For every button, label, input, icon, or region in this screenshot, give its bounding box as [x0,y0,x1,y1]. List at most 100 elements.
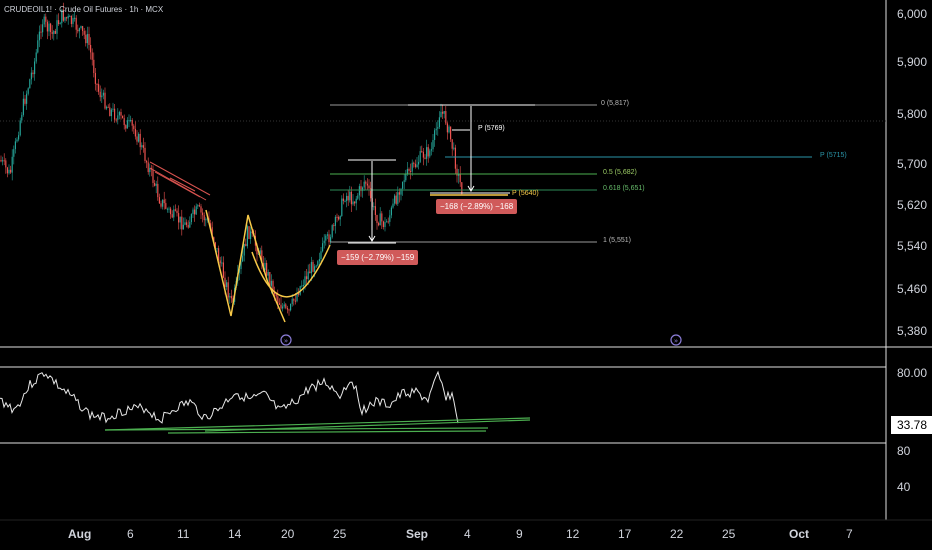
candle-body [456,168,458,176]
candle-body [112,108,114,110]
candle-body [421,151,423,153]
candle-body [458,173,460,176]
price-tick: 5,900 [897,55,928,69]
candle-body [293,298,295,301]
candle-body [174,209,176,211]
candle-body [45,16,47,22]
candle-body [122,115,124,119]
candle-body [250,231,252,239]
candle-body [3,160,5,162]
measure-tool-1[interactable] [408,104,535,194]
candle-body [90,44,92,53]
candle-body [315,265,317,267]
time-tick: 20 [281,527,295,541]
candle-body [346,195,348,201]
candle-body [437,127,439,129]
candle-body [78,28,80,32]
pivot-5715-label: P (5715) [820,152,847,159]
price-tick: 5,700 [897,157,928,171]
candle-body [280,304,282,309]
candle-body [390,207,392,216]
candle-body [317,261,319,266]
time-tick: Oct [789,527,810,541]
time-tick: 4 [464,527,471,541]
fib-1-label: 1 (5,551) [603,237,632,244]
candle-body [221,262,223,264]
candle-body [405,174,407,181]
candle-body [430,149,432,151]
time-tick: Aug [68,527,92,541]
candle-body [288,309,290,311]
symbol-title[interactable]: CRUDEOIL1! · Crude Oil Futures · 1h · MC… [4,5,164,14]
candle-body [114,108,116,120]
candle-body [157,183,159,198]
candle-body [350,191,352,205]
candle-body [179,216,181,223]
candle-body [266,262,268,276]
candle-body [24,98,26,104]
candle-body [152,169,154,183]
price-tick: 5,800 [897,107,928,121]
candle-body [358,186,360,196]
candle-body [16,139,18,142]
red-channel-drawing[interactable] [149,161,211,201]
jump-icon[interactable]: » [670,334,682,346]
candle-body [261,250,263,264]
candle-body [301,285,303,287]
candle-body [229,296,231,298]
candle-body [381,213,383,222]
candle-body [197,205,199,207]
candle-body [83,31,85,35]
candle-body [59,23,61,25]
candle-body [298,292,300,295]
candle-body [189,222,191,228]
candle-body [320,251,322,260]
candle-body [386,221,388,223]
candle-body [354,201,356,204]
candle-body [302,285,304,287]
candle-body [269,271,271,286]
measure-tool-2[interactable] [348,159,396,244]
rsi-tick: 40 [897,480,911,494]
candle-body [118,112,120,116]
price-tick: 5,380 [897,324,928,338]
candle-body [426,147,428,159]
candle-body [419,151,421,162]
candle-body [245,243,247,247]
candle-body [326,234,328,236]
time-tick: 7 [846,527,853,541]
candle-body [26,93,28,104]
candle-body [365,181,367,184]
fib-retracement-drawing[interactable] [330,104,597,243]
candle-body [438,117,440,128]
w-pattern-drawing[interactable] [205,209,286,323]
candle-body [58,20,60,25]
candle-body [147,162,149,173]
time-tick: 11 [177,527,190,541]
candle-body [414,163,416,168]
candle-body [21,114,23,121]
candle-body [402,181,404,189]
candle-body [418,161,420,165]
candle-body [160,203,162,207]
candle-body [109,107,111,117]
cup-arc-drawing[interactable] [251,244,331,298]
candle-body [56,20,58,34]
candle-body [310,262,312,274]
candle-body [349,191,351,201]
rsi-trendlines[interactable] [104,417,531,434]
candle-body [120,112,122,116]
candle-body [227,282,229,298]
candle-body [70,15,72,24]
time-tick: 6 [127,527,134,541]
candle-body [328,234,330,243]
candle-body [411,162,413,172]
jump-icon[interactable]: » [280,334,292,346]
candle-body [450,126,452,140]
candle-body [374,206,376,215]
candle-body [72,17,74,24]
candle-body [82,26,84,32]
candle-body [416,164,418,168]
